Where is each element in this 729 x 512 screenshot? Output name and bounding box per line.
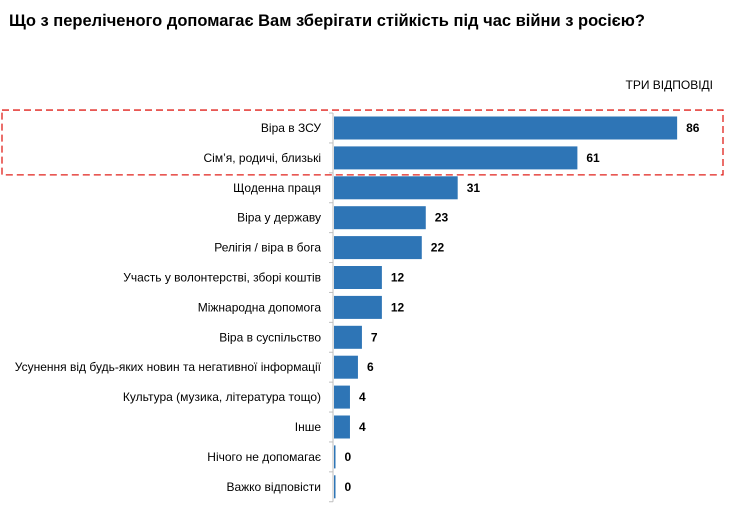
bar [334, 325, 362, 349]
bar [334, 445, 336, 469]
value-label: 4 [359, 390, 366, 404]
bar [334, 355, 358, 379]
bar [334, 295, 382, 319]
category-label: Щоденна праця [233, 181, 321, 195]
bar [334, 415, 350, 439]
bar [334, 206, 426, 230]
value-label: 23 [435, 211, 449, 225]
value-label: 22 [431, 241, 445, 255]
bar [334, 266, 382, 289]
value-label: 4 [359, 420, 366, 434]
value-label: 31 [467, 181, 481, 195]
bar [334, 236, 422, 260]
category-label: Культура (музика, література тощо) [123, 390, 321, 404]
value-label: 0 [345, 450, 352, 464]
value-label: 12 [391, 271, 405, 285]
category-label: Віра в суспільство [219, 330, 321, 344]
value-label: 6 [367, 360, 374, 374]
category-label: Участь у волонтерстві, зборі коштів [123, 271, 321, 285]
bar [334, 475, 336, 499]
category-label: Міжнародна допомога [198, 300, 322, 314]
category-label: Релігія / віра в бога [214, 241, 321, 255]
value-label: 86 [686, 121, 700, 135]
chart-subtitle: ТРИ ВІДПОВІДІ [625, 78, 713, 92]
value-label: 12 [391, 300, 405, 314]
category-label: Інше [295, 420, 322, 434]
bar [334, 176, 458, 200]
value-label: 0 [345, 480, 352, 494]
chart-title: Що з переліченого допомагає Вам зберігат… [9, 12, 645, 30]
category-label: Важко відповісти [226, 480, 321, 494]
category-label: Віра в ЗСУ [261, 121, 321, 135]
highlight-box [1, 109, 724, 176]
bar [334, 116, 678, 140]
category-label: Усунення від будь-яких новин та негативн… [15, 360, 322, 374]
category-label: Нічого не допомагає [207, 450, 321, 464]
bar [334, 385, 350, 409]
bar [334, 146, 578, 170]
value-label: 61 [586, 151, 600, 165]
value-label: 7 [371, 330, 378, 344]
category-label: Віра у державу [237, 211, 321, 225]
category-label: Сім’я, родичі, близькі [204, 151, 322, 165]
